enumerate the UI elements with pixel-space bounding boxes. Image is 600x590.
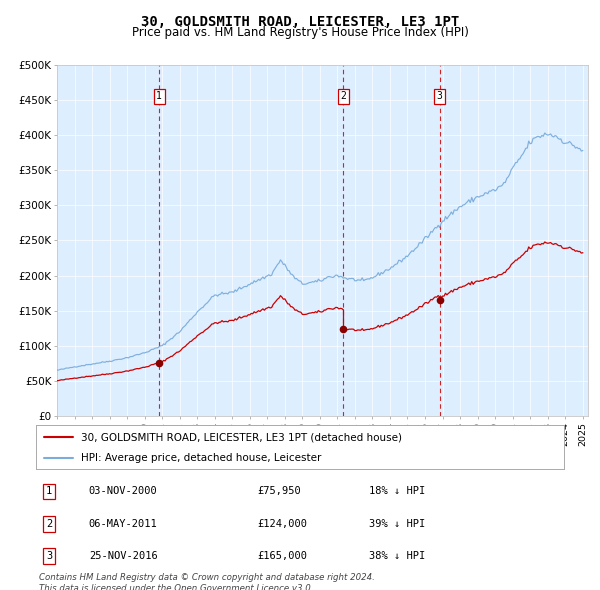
Text: Contains HM Land Registry data © Crown copyright and database right 2024.
This d: Contains HM Land Registry data © Crown c… (39, 573, 375, 590)
Text: 38% ↓ HPI: 38% ↓ HPI (368, 550, 425, 560)
Text: 03-NOV-2000: 03-NOV-2000 (89, 487, 158, 496)
Text: HPI: Average price, detached house, Leicester: HPI: Average price, detached house, Leic… (81, 453, 321, 463)
Text: 3: 3 (46, 550, 52, 560)
Text: 1: 1 (46, 487, 52, 496)
Text: 06-MAY-2011: 06-MAY-2011 (89, 519, 158, 529)
Text: £124,000: £124,000 (258, 519, 308, 529)
Text: 2: 2 (340, 91, 346, 101)
Text: 25-NOV-2016: 25-NOV-2016 (89, 550, 158, 560)
Text: 1: 1 (156, 91, 162, 101)
Text: 30, GOLDSMITH ROAD, LEICESTER, LE3 1PT: 30, GOLDSMITH ROAD, LEICESTER, LE3 1PT (141, 15, 459, 30)
Text: 39% ↓ HPI: 39% ↓ HPI (368, 519, 425, 529)
Text: 3: 3 (437, 91, 443, 101)
Text: 30, GOLDSMITH ROAD, LEICESTER, LE3 1PT (detached house): 30, GOLDSMITH ROAD, LEICESTER, LE3 1PT (… (81, 432, 402, 442)
Text: £75,950: £75,950 (258, 487, 302, 496)
Text: 18% ↓ HPI: 18% ↓ HPI (368, 487, 425, 496)
Text: £165,000: £165,000 (258, 550, 308, 560)
Text: 2: 2 (46, 519, 52, 529)
Text: Price paid vs. HM Land Registry's House Price Index (HPI): Price paid vs. HM Land Registry's House … (131, 26, 469, 39)
